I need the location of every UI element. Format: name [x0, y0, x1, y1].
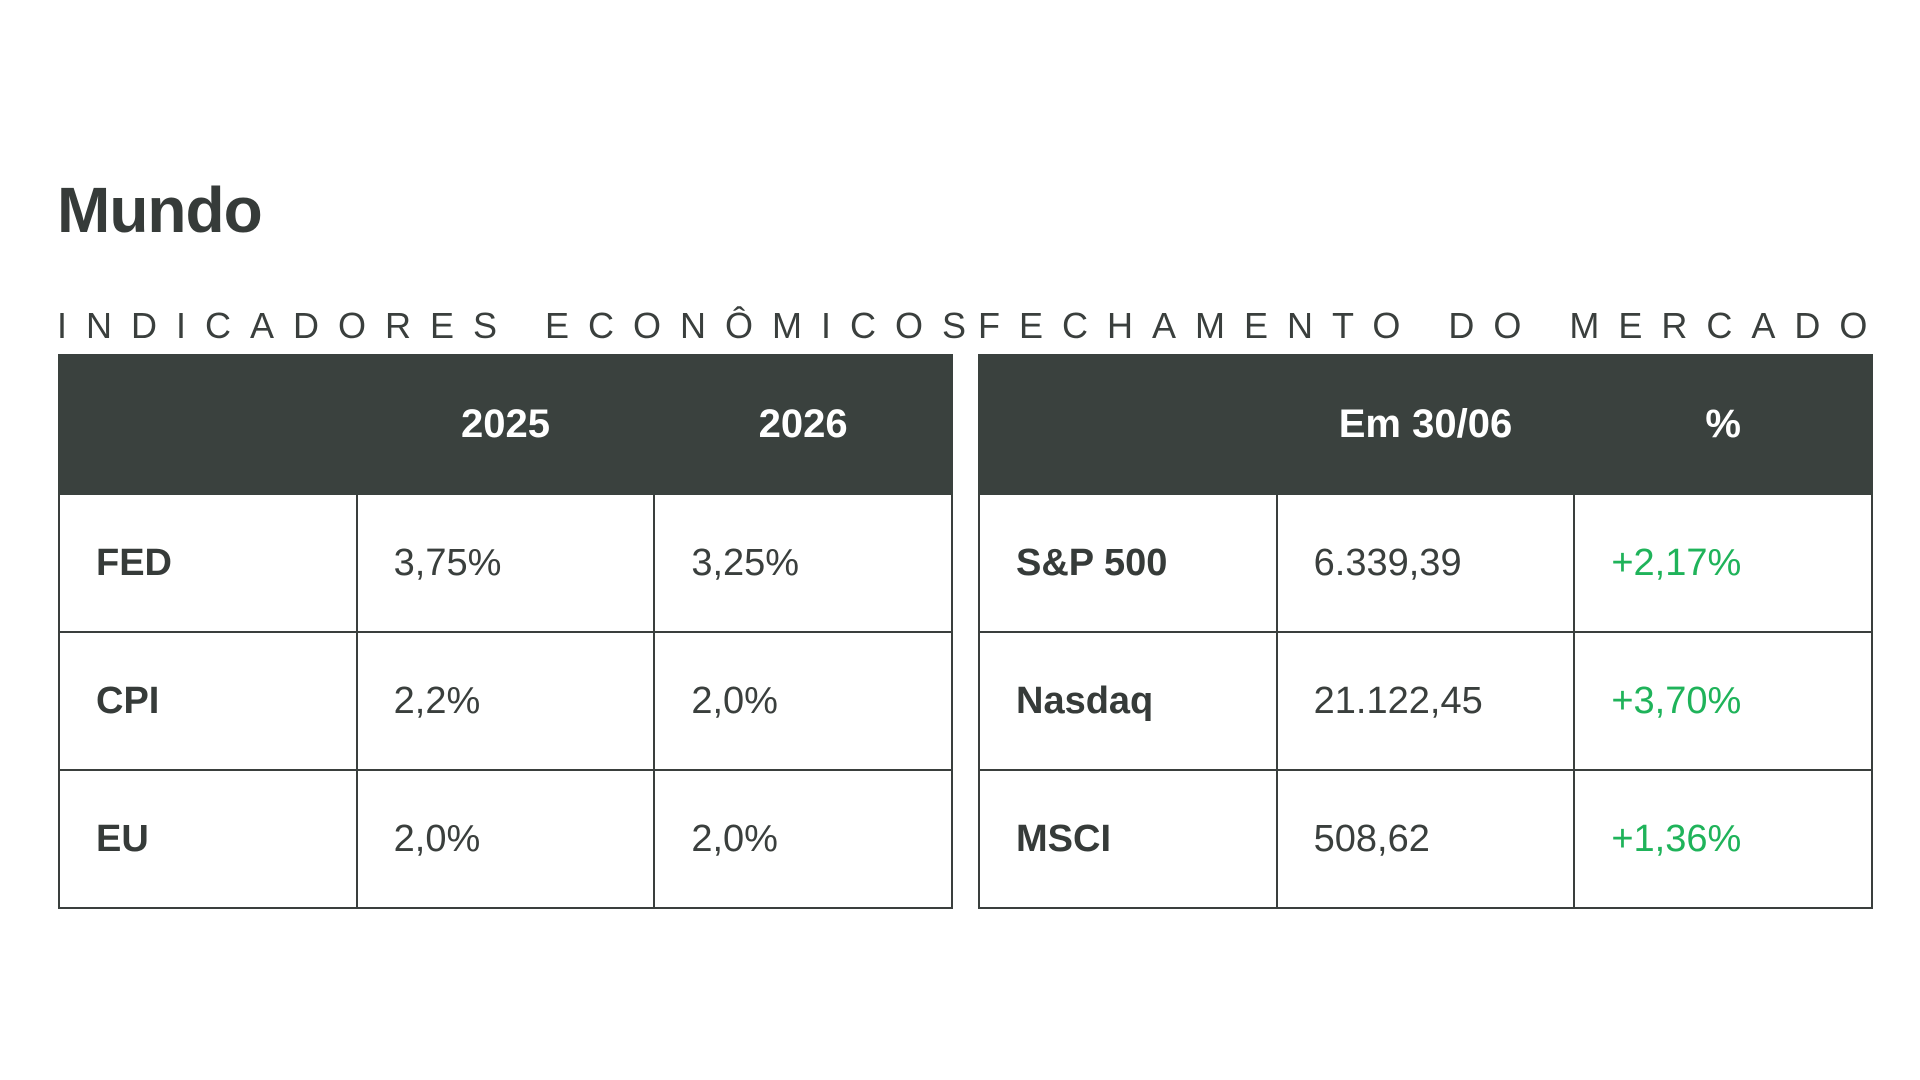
page-title: Mundo [57, 174, 263, 246]
market-close-value: 6.339,39 [1275, 493, 1576, 633]
indicator-name: EU [58, 769, 358, 909]
indicator-value-2025: 2,0% [355, 769, 656, 909]
indicator-value-2026: 2,0% [653, 769, 953, 909]
table-row: S&P 500 6.339,39 +2,17% [978, 493, 1873, 633]
market-table: Em 30/06 % S&P 500 6.339,39 +2,17% Nasda… [978, 354, 1873, 909]
indicators-section-label: INDICADORES ECONÔMICOS [57, 305, 986, 346]
table-row: FED 3,75% 3,25% [58, 493, 953, 633]
market-header-percent: % [1573, 354, 1873, 495]
table-row: Nasdaq 21.122,45 +3,70% [978, 631, 1873, 771]
market-close-value: 21.122,45 [1275, 631, 1576, 771]
table-row: EU 2,0% 2,0% [58, 769, 953, 909]
indicators-header-2026: 2026 [653, 354, 953, 495]
indicators-header-empty [58, 354, 358, 495]
indicator-name: CPI [58, 631, 358, 771]
market-change-value: +1,36% [1573, 769, 1873, 909]
indicator-name: FED [58, 493, 358, 633]
table-row: MSCI 508,62 +1,36% [978, 769, 1873, 909]
market-index-name: MSCI [978, 769, 1278, 909]
table-row: CPI 2,2% 2,0% [58, 631, 953, 771]
indicator-value-2026: 3,25% [653, 493, 953, 633]
indicators-header-2025: 2025 [355, 354, 656, 495]
market-close-value: 508,62 [1275, 769, 1576, 909]
indicators-table: 2025 2026 FED 3,75% 3,25% CPI 2,2% 2,0% … [58, 354, 953, 909]
market-header-row: Em 30/06 % [978, 354, 1873, 495]
market-header-date: Em 30/06 [1275, 354, 1576, 495]
indicator-value-2026: 2,0% [653, 631, 953, 771]
indicators-header-row: 2025 2026 [58, 354, 953, 495]
market-change-value: +2,17% [1573, 493, 1873, 633]
market-index-name: Nasdaq [978, 631, 1278, 771]
indicator-value-2025: 3,75% [355, 493, 656, 633]
market-section-label: FECHAMENTO DO MERCADO [978, 305, 1887, 346]
market-change-value: +3,70% [1573, 631, 1873, 771]
market-index-name: S&P 500 [978, 493, 1278, 633]
indicator-value-2025: 2,2% [355, 631, 656, 771]
market-header-empty [978, 354, 1278, 495]
